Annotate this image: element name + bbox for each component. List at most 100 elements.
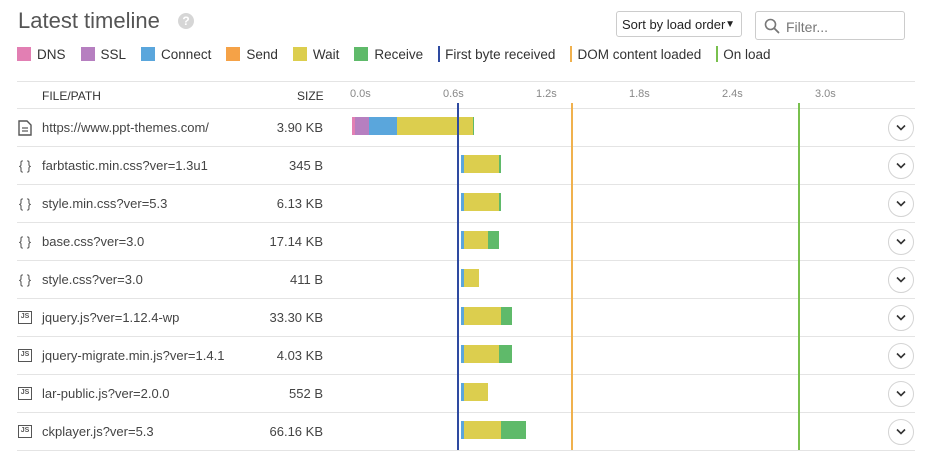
file-size: 17.14 KB [269,234,324,249]
expand-row-button[interactable] [888,381,914,407]
expand-row-button[interactable] [888,153,914,179]
file-path: https://www.ppt-themes.com/ [42,120,209,135]
expand-row-button[interactable] [888,229,914,255]
timing-segment-wait [463,421,501,439]
legend-swatch-icon [80,47,95,61]
timing-segment-connect [460,269,464,287]
chevron-down-icon [896,352,906,359]
legend-line-icon [570,46,573,62]
axis-tick-label: 0.6s [443,88,464,100]
timing-segment-receive [499,345,512,363]
file-path: farbtastic.min.css?ver=1.3u1 [42,158,208,173]
file-path: jquery.js?ver=1.12.4-wp [42,310,180,325]
file-path: jquery-migrate.min.js?ver=1.4.1 [42,348,225,363]
table-row[interactable]: JS jquery.js?ver=1.12.4-wp 33.30 KB [17,299,915,337]
expand-row-button[interactable] [888,267,914,293]
timing-segment-connect [369,117,397,135]
legend-line-icon [438,46,441,62]
caret-down-icon: ▼ [725,19,735,30]
table-header: FILE/PATH SIZE 0.0s 0.6s 1.2s 1.8s 2.4s 3.0s [17,81,915,109]
chevron-down-icon [896,162,906,169]
timing-segment-connect [460,383,464,401]
table-row[interactable]: JS jquery-migrate.min.js?ver=1.4.1 4.03 KB [17,337,915,375]
legend-swatch-icon [226,47,241,61]
file-path: style.min.css?ver=5.3 [42,196,168,211]
expand-row-button[interactable] [888,305,914,331]
timing-segment-wait [463,345,500,363]
timing-segment-connect [460,345,464,363]
legend-swatch-icon [292,47,307,61]
legend-item: Send [226,47,278,62]
file-size: 33.30 KB [269,310,324,325]
timing-segment-receive [499,155,501,173]
css-icon: { } [18,272,32,287]
timing-segment-receive [472,117,475,135]
table-row[interactable]: https://www.ppt-themes.com/3.90 KB [17,109,915,147]
legend-swatch-icon [354,47,369,61]
file-size: 4.03 KB [276,348,323,363]
css-icon: { } [18,196,32,211]
legend-label: Receive [374,46,424,62]
legend-item: Wait [292,46,340,62]
legend-label: SSL [100,46,127,62]
table-row[interactable]: { } style.min.css?ver=5.3 6.13 KB [17,185,915,223]
axis-tick-label: 3.0s [815,88,836,100]
legend-label: DNS [37,46,66,62]
file-path-column-header: FILE/PATH [42,89,101,103]
file-size: 6.13 KB [276,196,323,211]
table-row[interactable]: JS lar-public.js?ver=2.0.0 552 B [17,375,915,413]
legend-swatch-icon [141,47,156,61]
legend-label: DOM content loaded [577,46,702,62]
legend-label: Wait [312,46,340,62]
chevron-down-icon [896,428,906,435]
js-icon: JS [18,311,32,324]
axis-tick-label: 1.2s [536,88,557,100]
document-icon [18,120,32,136]
expand-row-button[interactable] [888,191,914,217]
sort-select[interactable]: Sort by load order ▼ [616,11,742,37]
expand-row-button[interactable] [888,115,914,141]
on-load-marker [798,103,801,450]
timing-segment-connect [460,193,464,211]
css-icon: { } [18,234,32,249]
legend-item: Receive [354,47,423,62]
size-column-header: SIZE [297,89,324,103]
timing-segment-wait [463,231,489,249]
legend-line-icon [716,46,719,62]
legend-item: Connect [141,47,211,62]
timing-segment-receive [500,421,526,439]
axis-tick-label: 0.0s [350,88,371,100]
help-icon[interactable]: ? [178,13,194,29]
chevron-down-icon [896,200,906,207]
legend-item: DNS [17,47,66,62]
sort-select-label: Sort by load order [622,17,726,32]
timing-segment-wait [463,193,500,211]
js-icon: JS [18,425,32,438]
expand-row-button[interactable] [888,419,914,445]
file-path: ckplayer.js?ver=5.3 [42,424,154,439]
legend-item: DOM content loaded [570,46,701,62]
timing-segment-receive [488,231,500,249]
table-row[interactable]: { } style.css?ver=3.0 411 B [17,261,915,299]
filter-box[interactable] [755,11,905,40]
legend: DNS SSL Connect Send Wait Receive First byte r… [17,45,786,63]
table-row[interactable]: { } farbtastic.min.css?ver=1.3u1 345 B [17,147,915,185]
timing-segment-wait [463,307,501,325]
timing-segment-wait [396,117,473,135]
table-row[interactable]: JS ckplayer.js?ver=5.3 66.16 KB [17,413,915,451]
search-icon [764,18,780,34]
chevron-down-icon [896,390,906,397]
expand-row-button[interactable] [888,343,914,369]
css-icon: { } [18,158,32,173]
timing-segment-connect [460,155,464,173]
file-size: 3.90 KB [276,120,323,135]
file-size: 345 B [289,158,323,173]
timing-segment-dns [352,117,356,135]
table-row[interactable]: { } base.css?ver=3.0 17.14 KB [17,223,915,261]
filter-input[interactable] [784,16,900,37]
timing-segment-connect [460,231,464,249]
legend-item: First byte received [438,46,555,62]
first-byte-marker [457,103,460,450]
timing-segment-connect [460,421,464,439]
file-path: style.css?ver=3.0 [42,272,143,287]
